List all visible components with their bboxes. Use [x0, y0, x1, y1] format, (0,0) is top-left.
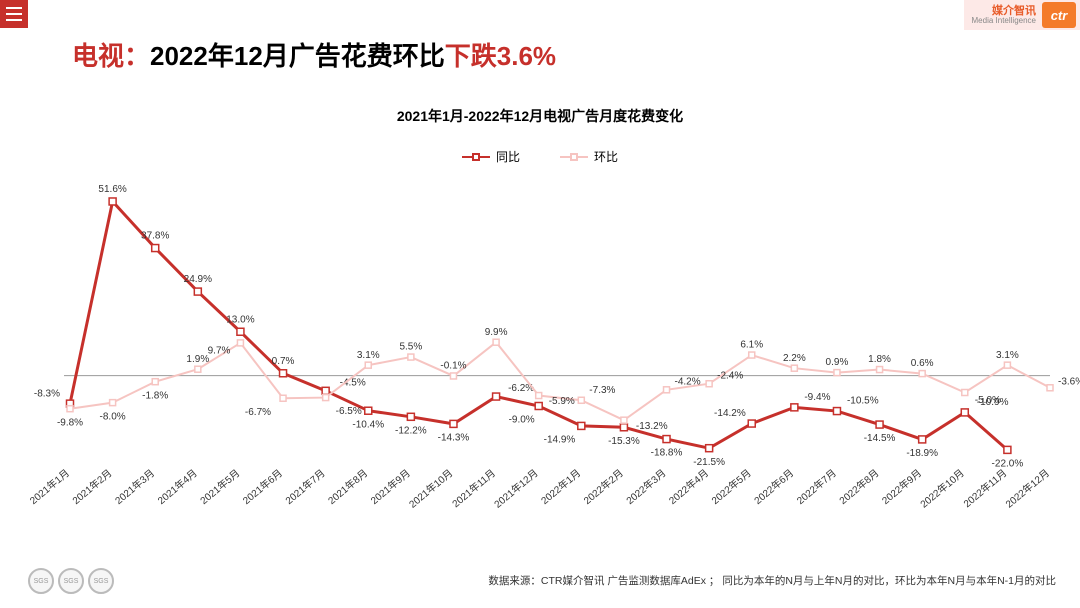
svg-text:-9.8%: -9.8% [57, 417, 83, 428]
svg-text:-18.9%: -18.9% [906, 448, 938, 459]
svg-text:2.2%: 2.2% [783, 353, 806, 364]
svg-text:-0.1%: -0.1% [440, 361, 466, 372]
svg-text:-8.3%: -8.3% [34, 388, 60, 399]
svg-text:3.1%: 3.1% [996, 350, 1019, 361]
svg-text:-3.6%: -3.6% [1058, 376, 1080, 387]
svg-text:2022年4月: 2022年4月 [666, 466, 711, 507]
svg-text:-10.5%: -10.5% [847, 396, 879, 407]
svg-text:2021年12月: 2021年12月 [491, 466, 540, 510]
svg-text:-12.2%: -12.2% [395, 425, 427, 436]
svg-text:2022年8月: 2022年8月 [837, 466, 882, 507]
svg-text:-22.0%: -22.0% [992, 459, 1024, 470]
svg-text:-1.8%: -1.8% [142, 390, 168, 401]
svg-text:-6.7%: -6.7% [245, 407, 271, 418]
svg-text:-6.5%: -6.5% [336, 406, 362, 417]
title-suffix: 下跌3.6% [445, 41, 556, 71]
svg-text:2022年2月: 2022年2月 [581, 466, 626, 507]
svg-text:6.1%: 6.1% [740, 340, 763, 351]
svg-text:-8.0%: -8.0% [100, 411, 126, 422]
svg-text:2021年3月: 2021年3月 [112, 466, 157, 507]
svg-text:2021年4月: 2021年4月 [155, 466, 200, 507]
svg-text:-2.4%: -2.4% [717, 370, 743, 381]
svg-text:-5.0%: -5.0% [975, 395, 1001, 406]
svg-text:-14.9%: -14.9% [544, 435, 576, 446]
svg-text:2021年9月: 2021年9月 [368, 466, 413, 507]
svg-text:5.5%: 5.5% [399, 342, 422, 353]
brand-cn: 媒介智讯 [972, 6, 1036, 17]
legend-item-mom: 环比 [560, 148, 618, 165]
page-title: 电视：2022年12月广告花费环比下跌3.6% [72, 36, 556, 73]
svg-text:2021年6月: 2021年6月 [240, 466, 285, 507]
chart-container: 2021年1月2021年2月2021年3月2021年4月2021年5月2021年… [40, 180, 1060, 520]
svg-text:2022年12月: 2022年12月 [1003, 466, 1052, 510]
svg-text:2021年10月: 2021年10月 [406, 466, 455, 510]
brand-logo: ctr [1042, 2, 1076, 28]
svg-text:2022年9月: 2022年9月 [879, 466, 924, 507]
svg-text:-14.3%: -14.3% [438, 433, 470, 444]
svg-text:2021年11月: 2021年11月 [449, 466, 498, 510]
data-source-footnote: 数据来源：CTR媒介智讯 广告监测数据库AdEx ； 同比为本年的N月与上年N月… [488, 573, 1056, 588]
svg-text:0.7%: 0.7% [272, 356, 295, 367]
svg-text:24.9%: 24.9% [184, 274, 212, 285]
svg-text:13.0%: 13.0% [226, 314, 254, 325]
sgs-badge: SGS [88, 568, 114, 594]
svg-text:1.9%: 1.9% [186, 354, 209, 365]
slide: 媒介智讯 Media Intelligence ctr 电视：2022年12月广… [0, 0, 1080, 608]
svg-text:51.6%: 51.6% [98, 184, 126, 195]
hamburger-menu[interactable] [0, 0, 28, 28]
svg-text:-7.3%: -7.3% [589, 385, 615, 396]
svg-text:2021年5月: 2021年5月 [197, 466, 242, 507]
line-chart: 2021年1月2021年2月2021年3月2021年4月2021年5月2021年… [40, 180, 1060, 520]
title-prefix: 电视： [72, 41, 150, 71]
brand-en: Media Intelligence [972, 17, 1036, 25]
svg-text:-14.5%: -14.5% [864, 433, 896, 444]
legend-item-yoy: 同比 [462, 148, 520, 165]
chart-legend: 同比 环比 [0, 148, 1080, 165]
svg-text:2022年10月: 2022年10月 [917, 466, 966, 510]
svg-text:0.9%: 0.9% [826, 357, 849, 368]
brand-bar: 媒介智讯 Media Intelligence ctr [964, 0, 1080, 30]
svg-text:-15.3%: -15.3% [608, 436, 640, 447]
legend-label-mom: 环比 [594, 148, 618, 165]
svg-text:0.6%: 0.6% [911, 358, 934, 369]
svg-text:2021年8月: 2021年8月 [325, 466, 370, 507]
svg-text:-14.2%: -14.2% [714, 408, 746, 419]
svg-text:-9.4%: -9.4% [804, 392, 830, 403]
legend-label-yoy: 同比 [496, 148, 520, 165]
svg-text:-10.4%: -10.4% [352, 419, 384, 430]
svg-text:2021年1月: 2021年1月 [27, 466, 72, 507]
sgs-badges: SGSSGSSGS [28, 568, 114, 594]
svg-text:-21.5%: -21.5% [693, 457, 725, 468]
svg-text:-9.0%: -9.0% [509, 415, 535, 426]
svg-text:9.7%: 9.7% [208, 346, 231, 357]
sgs-badge: SGS [58, 568, 84, 594]
sgs-badge: SGS [28, 568, 54, 594]
svg-text:-18.8%: -18.8% [651, 448, 683, 459]
svg-text:-4.2%: -4.2% [675, 376, 701, 387]
title-mid: 2022年12月广告花费环比 [150, 41, 445, 71]
svg-text:2022年11月: 2022年11月 [961, 466, 1010, 510]
svg-text:2022年3月: 2022年3月 [623, 466, 668, 507]
svg-text:-5.9%: -5.9% [549, 396, 575, 407]
svg-text:1.8%: 1.8% [868, 354, 891, 365]
svg-text:2022年6月: 2022年6月 [751, 466, 796, 507]
svg-text:37.8%: 37.8% [141, 231, 169, 242]
svg-text:9.9%: 9.9% [485, 327, 508, 338]
svg-text:2022年5月: 2022年5月 [709, 466, 754, 507]
svg-text:2021年2月: 2021年2月 [70, 466, 115, 507]
svg-text:2021年7月: 2021年7月 [283, 466, 328, 507]
svg-text:2022年7月: 2022年7月 [794, 466, 839, 507]
chart-subtitle: 2021年1月-2022年12月电视广告月度花费变化 [0, 106, 1080, 126]
svg-text:2022年1月: 2022年1月 [538, 466, 583, 507]
svg-text:-13.2%: -13.2% [636, 421, 668, 432]
svg-text:3.1%: 3.1% [357, 350, 380, 361]
